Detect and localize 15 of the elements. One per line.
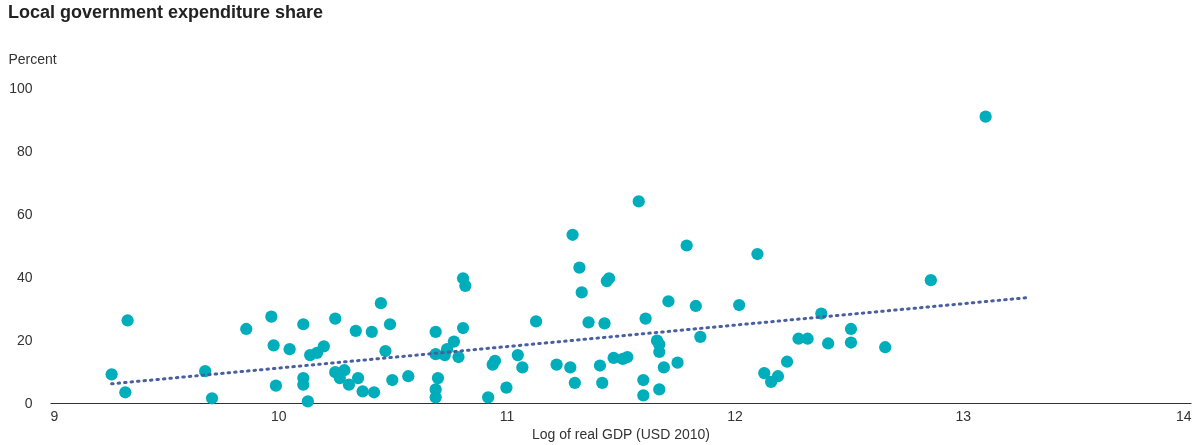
x-tick-label: 10 <box>270 407 287 424</box>
y-tick-label: 40 <box>16 268 33 285</box>
y-tick-label: 20 <box>16 331 33 348</box>
x-tick-label: 12 <box>727 407 744 424</box>
y-axis-title: Percent <box>8 50 57 67</box>
y-tick-label: 80 <box>16 142 33 159</box>
x-tick-label: 9 <box>50 407 59 424</box>
x-tick-label: 13 <box>955 407 972 424</box>
y-tick-label: 100 <box>9 79 33 96</box>
y-tick-label: 0 <box>24 394 33 411</box>
chart-title: Local government expenditure share <box>8 2 324 22</box>
x-tick-label: 11 <box>499 407 515 424</box>
x-tick-label: 14 <box>1175 407 1192 424</box>
y-tick-label: 60 <box>16 205 33 222</box>
x-axis-title: Log of real GDP (USD 2010) <box>532 425 710 442</box>
